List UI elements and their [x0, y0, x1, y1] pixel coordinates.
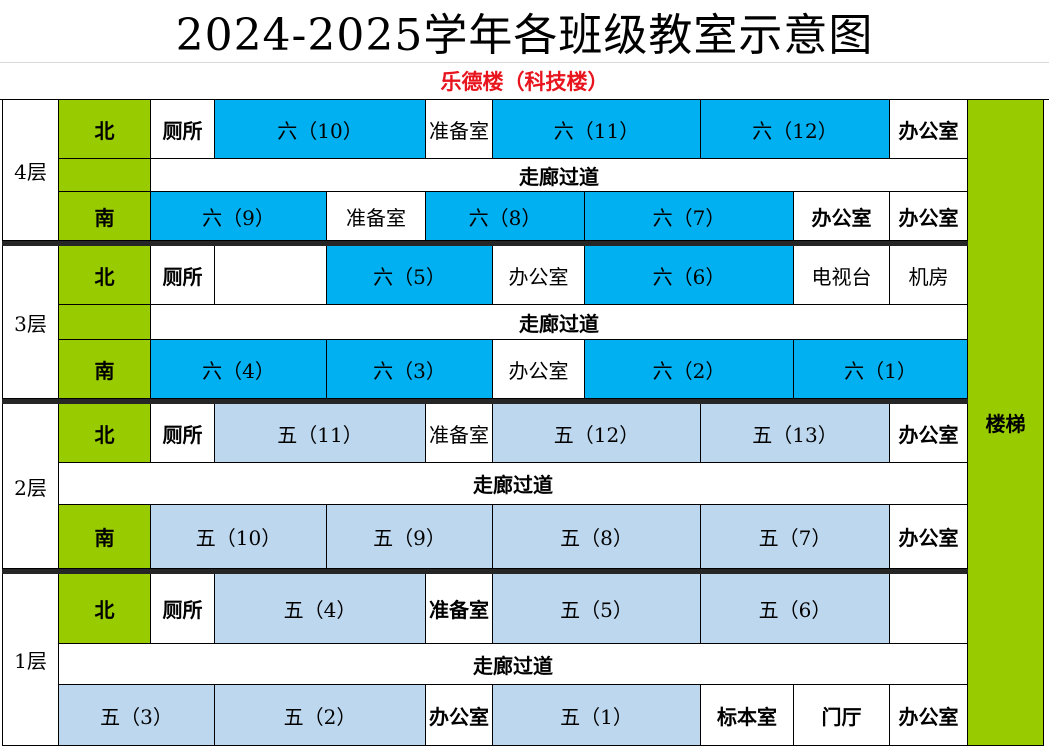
floor-label-3: 3层: [2, 246, 59, 399]
classroom: 五（13）: [701, 404, 890, 463]
classroom: 六（11）: [493, 100, 701, 159]
room-toilet: 厕所: [151, 100, 215, 159]
floor-separator: [2, 399, 968, 404]
room-tv-station: 电视台: [794, 246, 890, 305]
room-office: 办公室: [890, 100, 968, 159]
floor-label-4: 4层: [2, 100, 59, 241]
classroom: 六（2）: [585, 340, 794, 399]
south-label: 南: [59, 340, 151, 399]
classroom: 五（8）: [493, 505, 701, 569]
classroom: 五（5）: [493, 574, 701, 644]
corridor: 走廊过道: [59, 644, 968, 685]
page-title: 2024-2025学年各班级教室示意图: [0, 0, 1049, 63]
corridor: 走廊过道: [151, 159, 968, 192]
room-prep: 准备室: [426, 404, 493, 463]
classroom: 六（4）: [151, 340, 327, 399]
room-computer: 机房: [890, 246, 968, 305]
room-office: 办公室: [493, 246, 585, 305]
classroom: 五（12）: [493, 404, 701, 463]
room-prep: 准备室: [327, 192, 426, 241]
floor-separator: [2, 569, 968, 574]
room-empty: [890, 574, 968, 644]
corridor: 走廊过道: [59, 463, 968, 505]
room-toilet: 厕所: [151, 246, 215, 305]
room-toilet: 厕所: [151, 404, 215, 463]
classroom: 六（1）: [794, 340, 968, 399]
floor-label-2: 2层: [2, 404, 59, 569]
building-name: 乐德楼（科技楼）: [0, 63, 1049, 100]
direction-spacer: [59, 159, 151, 192]
classroom: 六（12）: [701, 100, 890, 159]
room-prep: 准备室: [426, 100, 493, 159]
classroom: 五（1）: [493, 685, 701, 746]
north-label: 北: [59, 100, 151, 159]
classroom: 六（6）: [585, 246, 794, 305]
classroom: 五（2）: [215, 685, 426, 746]
room-prep: 准备室: [426, 574, 493, 644]
direction-spacer: [59, 305, 151, 340]
classroom: 六（5）: [327, 246, 493, 305]
north-label: 北: [59, 574, 151, 644]
room-office: 办公室: [794, 192, 890, 241]
floor-label-1: 1层: [2, 574, 59, 746]
south-label: 南: [59, 505, 151, 569]
north-label: 北: [59, 404, 151, 463]
classroom: 五（10）: [151, 505, 327, 569]
classroom: 五（3）: [59, 685, 215, 746]
classroom: 六（8）: [426, 192, 585, 241]
south-label: 南: [59, 192, 151, 241]
room-empty: [215, 246, 327, 305]
room-office: 办公室: [890, 505, 968, 569]
classroom: 五（7）: [701, 505, 890, 569]
corridor: 走廊过道: [151, 305, 968, 340]
classroom: 五（4）: [215, 574, 426, 644]
stairs: 楼梯: [968, 100, 1044, 746]
classroom: 五（11）: [215, 404, 426, 463]
classroom: 六（7）: [585, 192, 794, 241]
room-specimen: 标本室: [701, 685, 794, 746]
room-office: 办公室: [426, 685, 493, 746]
classroom: 六（3）: [327, 340, 493, 399]
north-label: 北: [59, 246, 151, 305]
room-office: 办公室: [890, 192, 968, 241]
room-lobby: 门厅: [794, 685, 890, 746]
room-office: 办公室: [890, 404, 968, 463]
room-toilet: 厕所: [151, 574, 215, 644]
classroom: 五（9）: [327, 505, 493, 569]
classroom: 五（6）: [701, 574, 890, 644]
room-office: 办公室: [493, 340, 585, 399]
classroom: 六（9）: [151, 192, 327, 241]
classroom: 六（10）: [215, 100, 426, 159]
floor-separator: [2, 241, 968, 246]
room-office: 办公室: [890, 685, 968, 746]
